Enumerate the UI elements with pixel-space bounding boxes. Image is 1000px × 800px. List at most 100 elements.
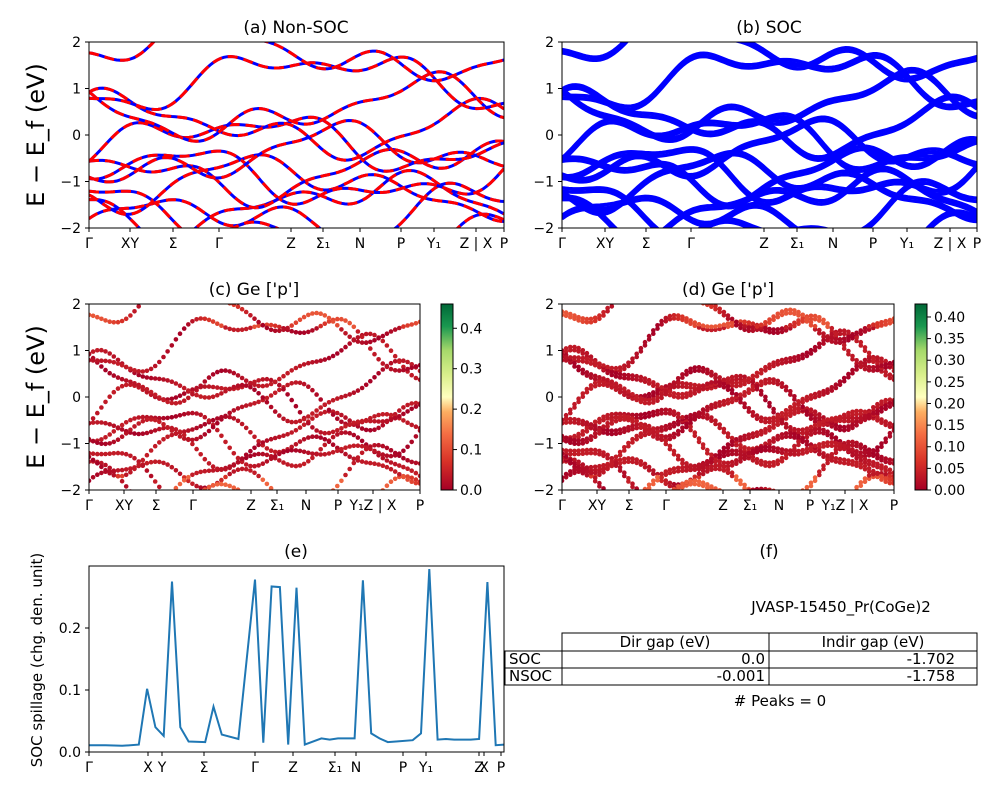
- projection-point: [680, 384, 685, 389]
- projection-point: [617, 375, 623, 380]
- band-soc-line: [562, 146, 977, 203]
- projection-point: [642, 343, 648, 348]
- projection-point: [883, 322, 888, 327]
- projection-point: [563, 355, 569, 360]
- projection-point: [871, 468, 876, 474]
- projection-point: [850, 332, 855, 338]
- projection-point: [858, 455, 864, 460]
- projection-point: [248, 325, 253, 331]
- projection-point: [638, 378, 644, 383]
- projection-point: [812, 430, 818, 436]
- projection-point: [717, 403, 722, 408]
- projection-point: [659, 475, 664, 480]
- projection-point: [314, 408, 319, 413]
- x-tick-label: Γ: [85, 236, 93, 252]
- projection-point: [107, 470, 112, 476]
- projection-point: [754, 373, 760, 379]
- projection-point: [808, 416, 814, 422]
- projection-point: [829, 443, 835, 449]
- projection-point: [260, 477, 266, 483]
- projection-point: [709, 452, 714, 458]
- projection-point: [115, 386, 121, 391]
- projection-point: [622, 470, 627, 476]
- projection-point: [675, 432, 681, 437]
- projection-point: [841, 339, 847, 345]
- projection-point: [655, 391, 660, 396]
- projection-point: [592, 470, 598, 476]
- projection-point: [630, 426, 635, 432]
- projection-point: [788, 425, 793, 430]
- projection-point: [767, 448, 772, 453]
- projection-point: [659, 437, 664, 443]
- projection-point: [239, 466, 245, 472]
- projection-point: [359, 450, 365, 456]
- projection-point: [609, 379, 615, 385]
- projection-point: [626, 479, 631, 484]
- projection-point: [763, 394, 768, 400]
- projection-point: [634, 394, 639, 400]
- projection-point: [343, 393, 348, 399]
- projection-point: [613, 415, 619, 421]
- x-tick-label: Γ: [215, 236, 223, 252]
- projection-point: [804, 426, 810, 432]
- projection-point: [841, 331, 847, 337]
- projection-point: [576, 364, 581, 370]
- projection-point: [825, 321, 830, 326]
- projection-point: [572, 361, 577, 366]
- y-tick-label: −1: [533, 175, 554, 191]
- y-tick-label: 1: [545, 82, 554, 98]
- projection-point: [817, 426, 822, 432]
- projection-point: [796, 309, 801, 315]
- panel-c-points: [89, 304, 420, 490]
- projection-point: [854, 484, 859, 490]
- projection-point: [235, 455, 241, 461]
- projection-point: [887, 397, 893, 403]
- projection-point: [862, 450, 868, 456]
- projection-point: [758, 382, 764, 388]
- projection-point: [592, 380, 598, 386]
- projection-point: [788, 452, 793, 457]
- projection-point: [875, 411, 880, 417]
- projection-point: [680, 391, 685, 397]
- projection-point: [758, 458, 764, 464]
- x-tick-label: Γ: [251, 760, 259, 776]
- projection-point: [613, 418, 619, 424]
- projection-point: [140, 431, 146, 437]
- projection-point: [725, 384, 731, 389]
- projection-point: [128, 427, 133, 433]
- projection-point: [572, 451, 577, 457]
- projection-point: [796, 409, 801, 415]
- projection-point: [891, 359, 894, 365]
- projection-point: [866, 355, 872, 361]
- projection-point: [866, 453, 872, 458]
- projection-point: [746, 409, 752, 414]
- projection-point: [883, 397, 888, 403]
- projection-point: [788, 359, 793, 364]
- projection-point: [758, 418, 764, 424]
- projection-point: [210, 417, 216, 423]
- projection-point: [671, 420, 677, 426]
- projection-point: [289, 448, 295, 453]
- projection-point: [165, 349, 170, 354]
- projection-point: [252, 387, 257, 393]
- projection-point: [260, 377, 266, 382]
- projection-point: [871, 322, 876, 328]
- projection-point: [646, 397, 652, 403]
- projection-point: [613, 463, 619, 469]
- projection-point: [314, 452, 319, 457]
- colorbar-tick-label: 0.05: [934, 461, 965, 477]
- projection-point: [363, 445, 369, 450]
- projection-point: [821, 427, 826, 433]
- projection-point: [588, 319, 594, 325]
- projection-point: [568, 461, 573, 466]
- projection-point: [792, 320, 797, 326]
- projection-point: [767, 330, 772, 335]
- projection-point: [800, 436, 805, 441]
- y-tick-label: −2: [533, 221, 554, 237]
- projection-point: [576, 420, 581, 426]
- projection-point: [243, 309, 249, 315]
- projection-point: [576, 318, 581, 323]
- projection-point: [642, 400, 648, 406]
